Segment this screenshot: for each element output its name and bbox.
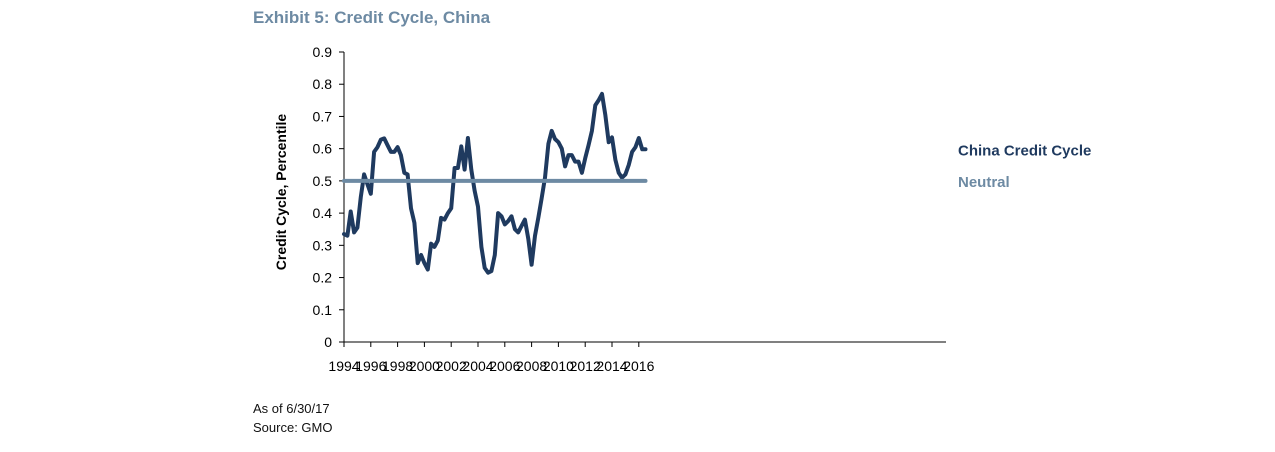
series-lines xyxy=(342,91,648,275)
y-axis-label: Credit Cycle, Percentile xyxy=(273,114,289,271)
y-tick-label: 0.2 xyxy=(313,270,333,286)
y-tick-label: 0.6 xyxy=(313,141,333,157)
x-tick-label: 2006 xyxy=(489,358,520,374)
y-tick-label: 0.5 xyxy=(313,173,333,189)
as-of-note: As of 6/30/17 xyxy=(253,401,330,416)
x-tick-label: 2008 xyxy=(516,358,547,374)
x-tick-label: 2010 xyxy=(543,358,574,374)
axes xyxy=(343,52,946,343)
y-tick-label: 0.7 xyxy=(313,108,333,124)
inline-legend: China Credit Cycle Neutral xyxy=(958,142,1091,191)
x-tick-label: 2016 xyxy=(623,358,654,374)
y-tick-label: 0.9 xyxy=(313,44,333,60)
x-tick-label: 1996 xyxy=(355,358,386,374)
x-tick-label: 2004 xyxy=(462,358,493,374)
source-note: Source: GMO xyxy=(253,420,333,435)
series-line-china-credit-cycle xyxy=(342,91,648,275)
y-axis-ticks: 0 0.1 0.2 0.3 0.4 0.5 0.6 0.7 0.8 0.9 xyxy=(313,44,344,350)
x-tick-label: 2002 xyxy=(436,358,467,374)
y-tick-label: 0.1 xyxy=(313,302,333,318)
legend-label-china-credit-cycle: China Credit Cycle xyxy=(958,142,1091,159)
x-tick-label: 1998 xyxy=(382,358,413,374)
x-tick-label: 1994 xyxy=(328,358,359,374)
x-axis-ticks: 1994199619982000200220042006200820102012… xyxy=(328,342,655,374)
y-tick-label: 0.3 xyxy=(313,237,333,253)
legend-label-neutral: Neutral xyxy=(958,174,1010,191)
x-tick-label: 2014 xyxy=(596,358,627,374)
y-tick-label: 0.4 xyxy=(313,205,333,221)
chart-title: Exhibit 5: Credit Cycle, China xyxy=(253,8,491,27)
y-tick-label: 0.8 xyxy=(313,76,333,92)
x-tick-label: 2000 xyxy=(409,358,440,374)
y-tick-label: 0 xyxy=(324,334,332,350)
x-tick-label: 2012 xyxy=(570,358,601,374)
